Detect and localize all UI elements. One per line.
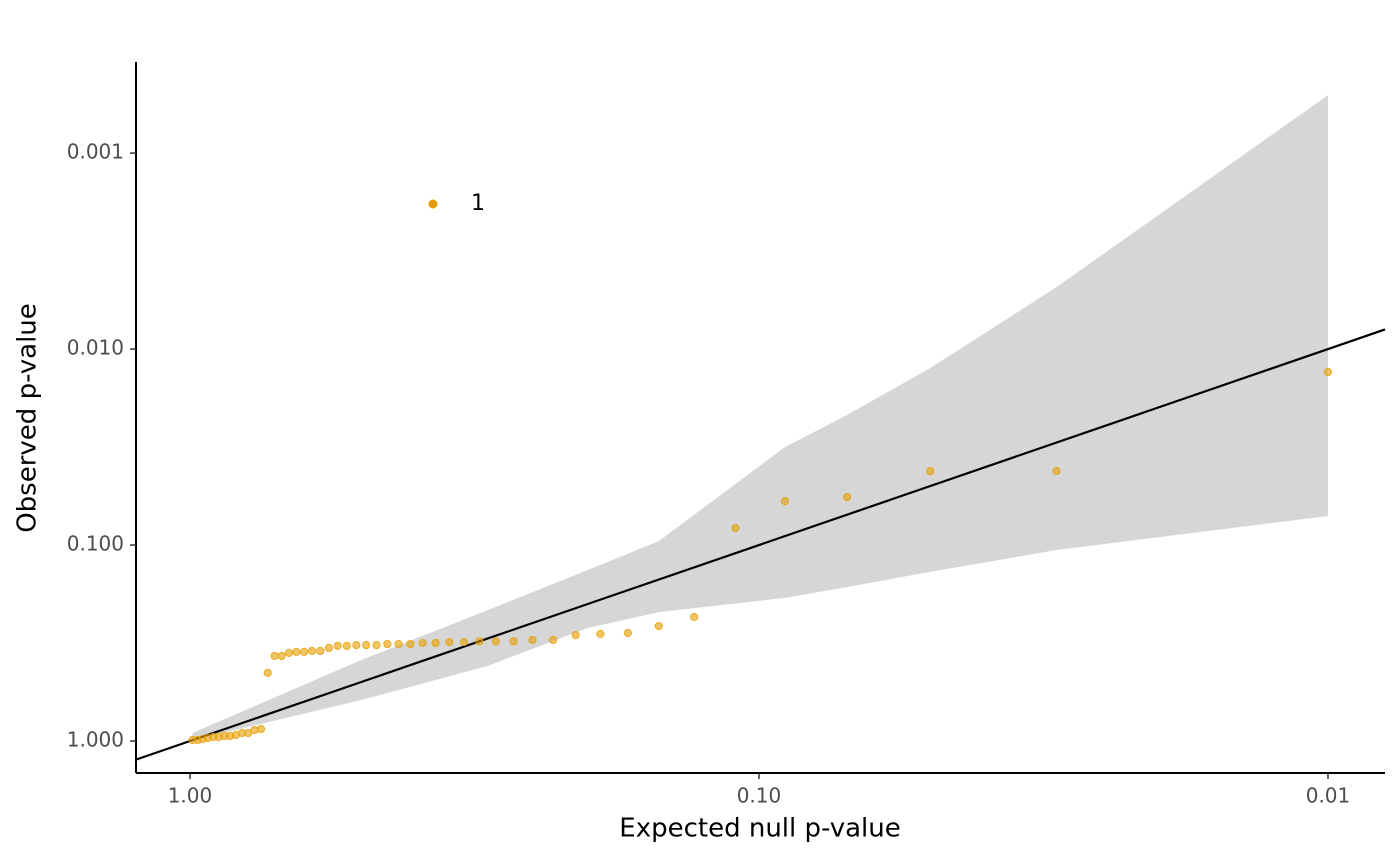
point bbox=[372, 640, 381, 650]
point bbox=[731, 523, 740, 533]
point bbox=[263, 668, 272, 677]
point bbox=[926, 467, 935, 476]
point bbox=[528, 635, 537, 645]
point bbox=[431, 638, 440, 648]
reference-line bbox=[135, 328, 1386, 761]
point bbox=[284, 648, 294, 657]
point bbox=[394, 639, 403, 649]
x-axis-title: Expected null p-value bbox=[619, 814, 900, 844]
point bbox=[1052, 466, 1061, 476]
point bbox=[459, 638, 469, 647]
legend-label: 1 bbox=[471, 191, 485, 216]
confidence-band bbox=[192, 95, 1328, 741]
x-tick-label: 0.01 bbox=[1306, 784, 1351, 808]
point bbox=[324, 643, 333, 653]
y-tick-label: 0.010 bbox=[67, 336, 124, 360]
point bbox=[491, 637, 500, 646]
point bbox=[292, 647, 301, 657]
point bbox=[256, 724, 266, 734]
point bbox=[1323, 367, 1333, 377]
point bbox=[445, 638, 454, 647]
point bbox=[843, 492, 852, 502]
point bbox=[308, 646, 317, 656]
point bbox=[571, 630, 580, 640]
point bbox=[383, 639, 392, 649]
x-tick-label: 1.00 bbox=[168, 784, 213, 808]
legend-marker bbox=[428, 199, 438, 209]
point bbox=[277, 651, 286, 661]
point bbox=[623, 628, 632, 638]
point bbox=[362, 640, 371, 650]
point bbox=[690, 612, 699, 622]
y-axis-title: Observed p-value bbox=[13, 303, 43, 533]
point bbox=[300, 647, 309, 657]
y-tick-label: 0.100 bbox=[67, 532, 124, 556]
y-tick-label: 1.000 bbox=[67, 728, 124, 752]
point bbox=[270, 651, 279, 661]
point bbox=[780, 497, 790, 506]
point bbox=[316, 646, 325, 656]
point bbox=[333, 641, 342, 650]
point bbox=[342, 641, 351, 650]
y-tick-label: 0.001 bbox=[67, 140, 124, 164]
point bbox=[406, 639, 415, 649]
point bbox=[596, 629, 605, 638]
point bbox=[509, 637, 518, 646]
point bbox=[188, 735, 197, 745]
point bbox=[475, 637, 484, 646]
point bbox=[654, 621, 663, 631]
point bbox=[549, 635, 558, 645]
point bbox=[352, 640, 361, 650]
point bbox=[418, 638, 427, 648]
x-tick-label: 0.10 bbox=[737, 784, 782, 808]
